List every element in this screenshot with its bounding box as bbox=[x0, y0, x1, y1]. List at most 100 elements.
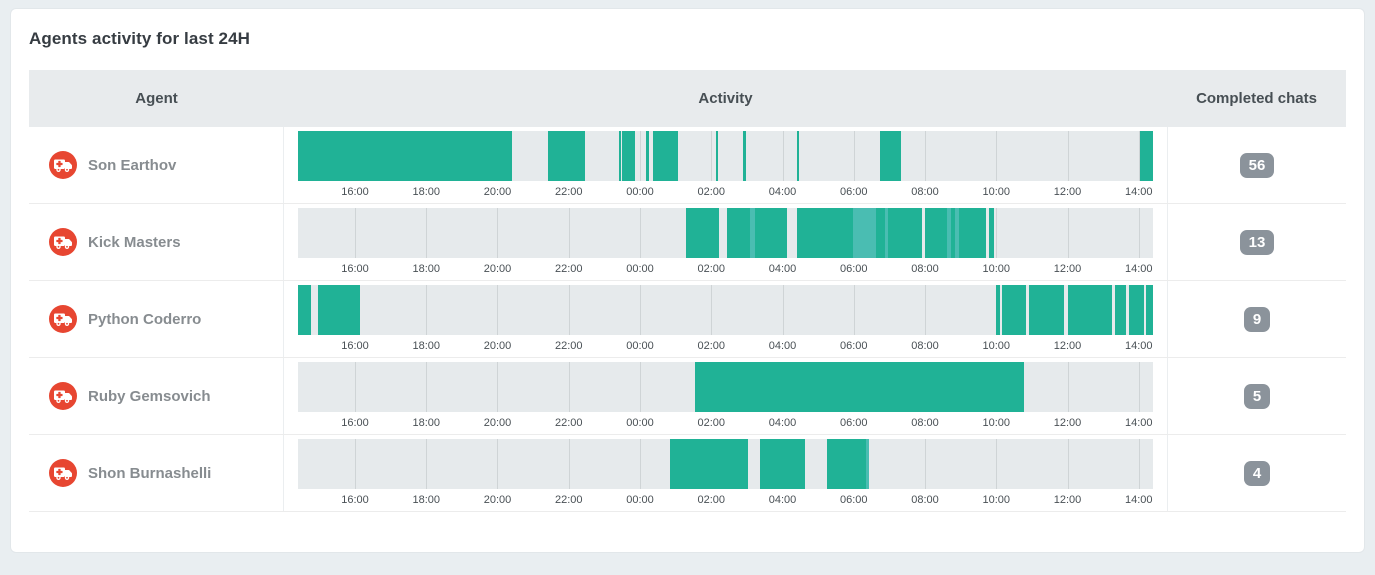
timeline-gridline bbox=[782, 284, 784, 335]
timeline-tick-label: 02:00 bbox=[697, 262, 725, 275]
timeline-gridline bbox=[497, 361, 499, 412]
completed-chats-cell: 9 bbox=[1167, 281, 1346, 357]
activity-segment bbox=[827, 438, 867, 489]
ambulance-icon bbox=[49, 151, 77, 179]
activity-segment bbox=[653, 130, 679, 181]
completed-chats-cell: 4 bbox=[1167, 435, 1346, 511]
timeline-gridline bbox=[924, 130, 926, 181]
timeline-tick-label: 20:00 bbox=[483, 262, 512, 275]
timeline-tick-label: 08:00 bbox=[911, 185, 939, 198]
timeline-tick-label: 18:00 bbox=[412, 185, 441, 198]
timeline-tick-label: 22:00 bbox=[554, 493, 583, 506]
activity-segment bbox=[298, 130, 513, 181]
page-title: Agents activity for last 24H bbox=[29, 29, 251, 48]
timeline-tick-label: 08:00 bbox=[911, 416, 939, 429]
timeline-gridline bbox=[426, 361, 428, 412]
activity-timeline-bar bbox=[298, 361, 1153, 412]
table-row: Shon Burnashelli 16:00 18:00 20:00 22:00 00:… bbox=[29, 435, 1346, 512]
agent-cell: Son Earthov bbox=[29, 127, 284, 203]
activity-timeline-bar bbox=[298, 207, 1153, 258]
timeline-tick-label: 08:00 bbox=[911, 493, 939, 506]
activity-cell: 16:00 18:00 20:00 22:00 00:00 02:00 04:00 06:00… bbox=[284, 358, 1167, 434]
column-header-agent: Agent bbox=[135, 90, 178, 107]
activity-segment bbox=[885, 207, 889, 258]
timeline-tick-label: 04:00 bbox=[768, 262, 797, 275]
activity-segment bbox=[1114, 284, 1126, 335]
timeline-tick-label: 00:00 bbox=[626, 262, 654, 275]
activity-segment bbox=[749, 207, 755, 258]
timeline-tick-label: 16:00 bbox=[341, 185, 369, 198]
timeline-gridline bbox=[568, 207, 570, 258]
timeline-tick-label: 16:00 bbox=[341, 493, 369, 506]
timeline-tick-label: 06:00 bbox=[839, 185, 868, 198]
activity-timeline-bar bbox=[298, 130, 1153, 181]
agent-cell: Kick Masters bbox=[29, 204, 284, 280]
timeline-gridline bbox=[1067, 130, 1069, 181]
activity-cell: 16:00 18:00 20:00 22:00 00:00 02:00 04:00 06:00… bbox=[284, 204, 1167, 280]
activity-segment bbox=[947, 207, 951, 258]
timeline-tick-label: 18:00 bbox=[412, 416, 441, 429]
activity-segment bbox=[866, 438, 870, 489]
timeline-tick-label: 12:00 bbox=[1053, 416, 1082, 429]
timeline-gridline bbox=[1138, 207, 1140, 258]
timeline-gridline bbox=[1067, 207, 1069, 258]
timeline-tick-label: 20:00 bbox=[483, 339, 512, 352]
activity-segment bbox=[622, 130, 635, 181]
timeline-tick-label: 20:00 bbox=[483, 493, 512, 506]
timeline-tick-label: 12:00 bbox=[1053, 185, 1082, 198]
timeline-tick-label: 10:00 bbox=[982, 339, 1011, 352]
agent-cell: Shon Burnashelli bbox=[29, 435, 284, 511]
timeline-tick-label: 06:00 bbox=[839, 262, 868, 275]
timeline-gridline bbox=[996, 438, 998, 489]
timeline-gridline bbox=[640, 438, 641, 489]
timeline-tick-label: 00:00 bbox=[626, 493, 654, 506]
activity-segment bbox=[646, 130, 649, 181]
activity-segment bbox=[924, 207, 948, 258]
timeline-tick-label: 02:00 bbox=[697, 493, 725, 506]
timeline-gridline bbox=[853, 130, 855, 181]
agents-activity-card: Agents activity for last 24H Agent Activ… bbox=[10, 8, 1365, 553]
activity-segment bbox=[1001, 284, 1027, 335]
activity-segment bbox=[298, 284, 311, 335]
timeline-gridline bbox=[640, 207, 641, 258]
timeline-tick-label: 16:00 bbox=[341, 339, 369, 352]
timeline-gridline bbox=[711, 130, 713, 181]
timeline-tick-label: 10:00 bbox=[982, 262, 1011, 275]
ambulance-icon bbox=[49, 228, 77, 256]
timeline-gridline bbox=[355, 361, 356, 412]
timeline-tick-label: 10:00 bbox=[982, 416, 1011, 429]
activity-segment bbox=[754, 207, 787, 258]
timeline-gridline bbox=[711, 284, 713, 335]
timeline-tick-label: 12:00 bbox=[1053, 339, 1082, 352]
activity-segment bbox=[951, 207, 956, 258]
activity-segment bbox=[715, 130, 719, 181]
timeline-gridline bbox=[568, 361, 570, 412]
timeline-gridline bbox=[640, 361, 641, 412]
completed-chats-badge: 4 bbox=[1243, 460, 1271, 486]
timeline-gridline bbox=[924, 438, 926, 489]
activity-segment bbox=[796, 207, 854, 258]
timeline-tick-label: 10:00 bbox=[982, 185, 1011, 198]
timeline-gridline bbox=[355, 207, 356, 258]
timeline-tick-labels: 16:00 18:00 20:00 22:00 00:00 02:00 04:00 06:00… bbox=[298, 260, 1153, 277]
timeline-gridline bbox=[782, 130, 784, 181]
timeline-tick-label: 02:00 bbox=[697, 416, 725, 429]
timeline-gridline bbox=[355, 438, 356, 489]
column-header-activity: Activity bbox=[698, 90, 753, 107]
timeline-tick-label: 02:00 bbox=[697, 185, 725, 198]
activity-segment bbox=[695, 361, 1025, 412]
timeline-gridline bbox=[426, 284, 428, 335]
timeline-gridline bbox=[426, 207, 428, 258]
completed-chats-cell: 56 bbox=[1167, 127, 1346, 203]
timeline-gridline bbox=[853, 284, 855, 335]
activity-segment bbox=[727, 207, 750, 258]
timeline-tick-label: 14:00 bbox=[1124, 493, 1153, 506]
completed-chats-badge: 56 bbox=[1239, 152, 1275, 178]
timeline-gridline bbox=[1138, 438, 1140, 489]
timeline-tick-labels: 16:00 18:00 20:00 22:00 00:00 02:00 04:00 06:00… bbox=[298, 414, 1153, 431]
ambulance-icon bbox=[49, 382, 77, 410]
activity-segment bbox=[1129, 284, 1145, 335]
activity-segment bbox=[876, 207, 886, 258]
timeline-gridline bbox=[924, 284, 926, 335]
timeline-gridline bbox=[1067, 438, 1069, 489]
